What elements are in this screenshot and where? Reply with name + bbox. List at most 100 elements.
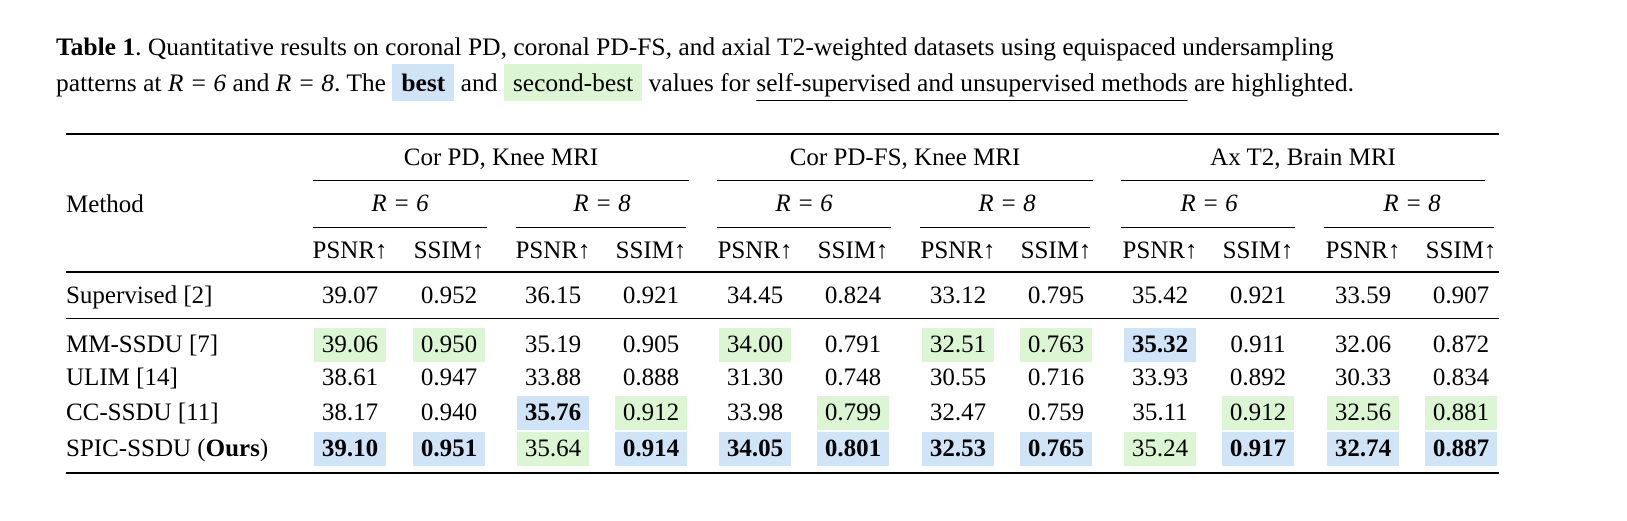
- value-best: 39.10: [313, 432, 387, 466]
- value: 38.17: [321, 399, 379, 426]
- table-cell: 0.952: [389, 279, 509, 313]
- table-cell: 0.917: [1198, 432, 1318, 466]
- method-cell: SPIC-SSDU (Ours): [66, 432, 306, 466]
- table-cell: 0.759: [996, 396, 1116, 430]
- table-cell: 0.881: [1401, 396, 1521, 430]
- r-header-3-text: R = 8: [978, 190, 1036, 217]
- method-cell: Supervised [2]: [66, 279, 306, 313]
- table-cell: 0.921: [1198, 279, 1318, 313]
- r-header-0: R = 6: [325, 187, 475, 221]
- value-second: 0.912: [614, 396, 688, 430]
- table-cell: 0.765: [996, 432, 1116, 466]
- value-best: 0.887: [1424, 432, 1498, 466]
- table-cell: 32.74: [1303, 432, 1423, 466]
- group-header-0-text: Cor PD, Knee MRI: [403, 144, 599, 171]
- table-cell: 0.801: [793, 432, 913, 466]
- r-underline-1: [516, 227, 686, 228]
- value: 33.12: [929, 282, 987, 309]
- metric-header-8: PSNR↑: [1105, 234, 1215, 268]
- metric-header-2-text: PSNR↑: [515, 237, 591, 264]
- value: 39.07: [321, 282, 379, 309]
- value-best: 32.74: [1326, 432, 1400, 466]
- metric-header-2: PSNR↑: [498, 234, 608, 268]
- metric-header-3: SSIM↑: [596, 234, 706, 268]
- metric-header-4: PSNR↑: [700, 234, 810, 268]
- table-cell: 32.06: [1303, 328, 1423, 362]
- table-cell: 32.47: [898, 396, 1018, 430]
- table-cell: 0.716: [996, 361, 1116, 395]
- value-best: 32.53: [921, 432, 995, 466]
- table-cell: 35.24: [1100, 432, 1220, 466]
- group-header-0: Cor PD, Knee MRI: [321, 141, 681, 175]
- table-cell: 31.30: [695, 361, 815, 395]
- value-second: 0.763: [1019, 328, 1093, 362]
- r-underline-2: [717, 227, 891, 228]
- metric-header-7-text: SSIM↑: [1020, 237, 1092, 264]
- value: 32.47: [929, 399, 987, 426]
- table-cell: 33.59: [1303, 279, 1423, 313]
- value: 0.716: [1027, 364, 1085, 391]
- value-second: 35.24: [1123, 432, 1197, 466]
- table-cell: 35.32: [1100, 328, 1220, 362]
- value: 33.88: [524, 364, 582, 391]
- caption-underlined: self-supervised and unsupervised methods: [756, 68, 1188, 97]
- caption-text-2a: patterns at: [56, 68, 168, 97]
- table-cell: 32.56: [1303, 396, 1423, 430]
- caption-r8: R = 8: [275, 68, 335, 97]
- value-best: 0.917: [1221, 432, 1295, 466]
- table-cell: 0.912: [591, 396, 711, 430]
- method-name: ULIM [14]: [66, 364, 178, 391]
- table-cell: 0.887: [1401, 432, 1521, 466]
- table-cell: 0.951: [389, 432, 509, 466]
- table-cell: 0.748: [793, 361, 913, 395]
- value-best: 35.76: [516, 396, 590, 430]
- metric-header-1-text: SSIM↑: [413, 237, 485, 264]
- caption-best-swatch: best: [392, 64, 455, 101]
- table-cell: 35.76: [493, 396, 613, 430]
- caption-r6: R = 6: [167, 68, 227, 97]
- value: 35.19: [524, 331, 582, 358]
- table-cell: 0.791: [793, 328, 913, 362]
- method-suffix: ): [259, 435, 269, 462]
- value: 35.11: [1132, 399, 1188, 426]
- table-cell: 30.33: [1303, 361, 1423, 395]
- group-header-2: Ax T2, Brain MRI: [1123, 141, 1483, 175]
- table-cell: 0.905: [591, 328, 711, 362]
- value: 0.921: [1229, 282, 1287, 309]
- value: 0.947: [420, 364, 478, 391]
- metric-header-10: PSNR↑: [1308, 234, 1418, 268]
- table-cell: 0.799: [793, 396, 913, 430]
- value-best: 35.32: [1123, 328, 1197, 362]
- table-cell: 0.912: [1198, 396, 1318, 430]
- value: 33.59: [1334, 282, 1392, 309]
- value-best: 0.765: [1019, 432, 1093, 466]
- method-cell: CC-SSDU [11]: [66, 396, 306, 430]
- value: 0.759: [1027, 399, 1085, 426]
- table-cell: 0.947: [389, 361, 509, 395]
- group-header-1: Cor PD-FS, Knee MRI: [725, 141, 1085, 175]
- value: 0.911: [1230, 331, 1286, 358]
- method-cell: ULIM [14]: [66, 361, 306, 395]
- header-rule: [66, 271, 1499, 273]
- value-second: 39.06: [313, 328, 387, 362]
- value-best: 0.914: [614, 432, 688, 466]
- caption-and-1: and: [226, 68, 276, 97]
- table-cell: 35.42: [1100, 279, 1220, 313]
- table-cell: 0.907: [1401, 279, 1521, 313]
- caption-line-2: patterns at R = 6 and R = 8. The best an…: [56, 64, 1576, 101]
- method-name: MM-SSDU [7]: [66, 331, 219, 358]
- r-header-1-text: R = 8: [573, 190, 631, 217]
- metric-header-1: SSIM↑: [394, 234, 504, 268]
- value: 0.952: [420, 282, 478, 309]
- table-cell: 35.64: [493, 432, 613, 466]
- value: 0.824: [824, 282, 882, 309]
- value: 0.940: [420, 399, 478, 426]
- r-underline-5: [1324, 227, 1494, 228]
- table-cell: 0.940: [389, 396, 509, 430]
- metric-header-8-text: PSNR↑: [1122, 237, 1198, 264]
- caption-label: Table 1: [56, 32, 136, 61]
- metric-header-7: SSIM↑: [1001, 234, 1111, 268]
- method-name: Supervised [2]: [66, 282, 213, 309]
- r-header-5: R = 8: [1337, 187, 1487, 221]
- table-caption: Table 1. Quantitative results on coronal…: [56, 29, 1576, 101]
